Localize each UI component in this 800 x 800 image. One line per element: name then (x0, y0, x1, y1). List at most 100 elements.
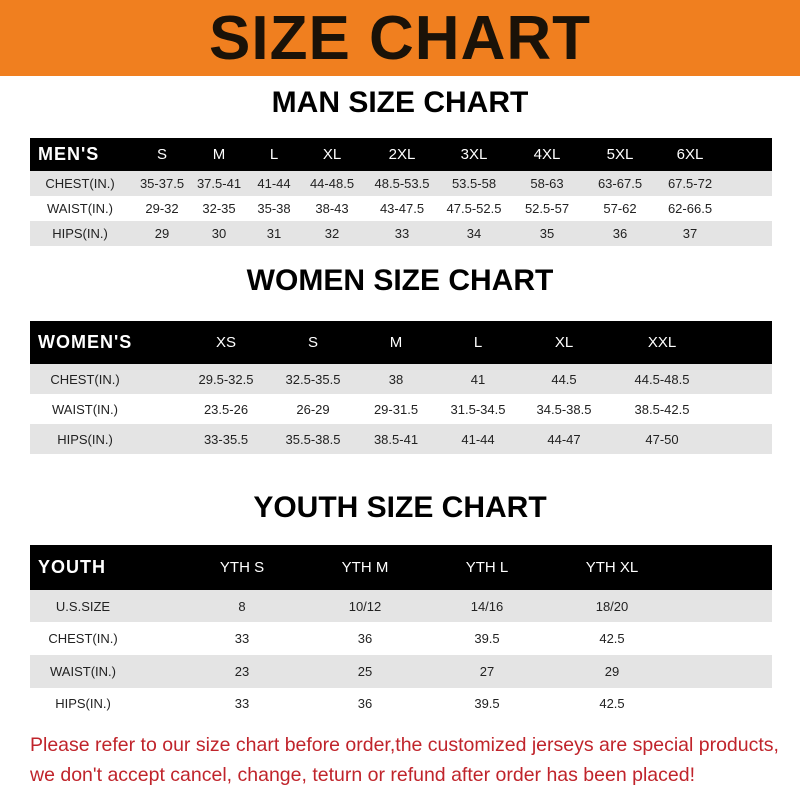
size-header-cell: 6XL (676, 146, 704, 163)
table-cell: 44-47 (547, 431, 581, 447)
table-cell: 47.5-52.5 (446, 201, 502, 216)
size-header-cell: YTH S (219, 559, 265, 576)
table-cell: 29-32 (145, 201, 179, 216)
table-cell: 39.5 (474, 696, 500, 711)
size-header-cell: 5XL (606, 146, 634, 163)
table-row: U.S.SIZE 8 10/12 14/16 18/20 (30, 590, 772, 622)
table-cell: 18/20 (595, 598, 629, 614)
size-header-cell: XXL (647, 334, 677, 351)
table-cell: 10/12 (348, 598, 382, 614)
footer-notice-line-2: we don't accept cancel, change, teturn o… (30, 764, 695, 786)
table-cell: 37 (682, 226, 698, 241)
table-cell: 25 (357, 664, 373, 679)
row-label: U.S.SIZE (55, 598, 111, 614)
table-cell: 33 (394, 226, 410, 241)
table-row: CHEST(IN.) 33 36 39.5 42.5 (30, 622, 772, 655)
table-cell: 31.5-34.5 (450, 401, 506, 417)
size-header-cell: 4XL (533, 146, 561, 163)
row-label: HIPS(IN.) (55, 696, 111, 711)
table-cell: 35 (539, 226, 555, 241)
table-cell: 57-62 (603, 201, 637, 216)
table-cell: 33-35.5 (203, 431, 249, 447)
table-cell: 47-50 (645, 431, 679, 447)
size-header-cell: L (269, 146, 279, 163)
table-cell: 8 (238, 598, 246, 614)
banner: SIZE CHART (0, 0, 800, 76)
table-row: CHEST(IN.) 35-37.5 37.5-41 41-44 44-48.5 48.5… (30, 171, 772, 196)
table-cell: 44.5 (551, 371, 577, 387)
table-cell: 34.5-38.5 (536, 401, 592, 417)
table-cell: 52.5-57 (524, 201, 570, 216)
size-header-cell: L (473, 334, 483, 351)
table-title-cell: YOUTH (38, 557, 106, 577)
table-cell: 26-29 (296, 401, 330, 417)
table-title-cell: MEN'S (38, 144, 100, 164)
table-cell: 29.5-32.5 (198, 371, 254, 387)
size-header-cell: YTH XL (585, 559, 639, 576)
table-cell: 41 (470, 371, 486, 387)
row-label: CHEST(IN.) (50, 371, 120, 387)
size-header-cell: S (156, 146, 167, 163)
table-cell: 32.5-35.5 (285, 371, 341, 387)
size-header-cell: M (389, 334, 403, 351)
table-cell: 44-48.5 (309, 176, 355, 191)
table-cell: 38.5-41 (373, 431, 419, 447)
row-label: WAIST(IN.) (47, 201, 113, 216)
size-header-cell: XL (554, 334, 574, 351)
size-header-cell: 2XL (388, 146, 416, 163)
men-size-table: MEN'S S M L XL 2XL 3XL 4XL 5XL 6XL CHEST(IN.) 35-37… (30, 138, 772, 246)
table-row: WAIST(IN.) 23.5-26 26-29 29-31.5 31.5-34.5 34… (30, 394, 772, 424)
table-header-row: MEN'S S M L XL 2XL 3XL 4XL 5XL 6XL (30, 138, 772, 171)
banner-title: SIZE CHART (209, 4, 591, 73)
table-cell: 48.5-53.5 (374, 176, 430, 191)
table-cell: 39.5 (474, 631, 500, 646)
table-header-row: YOUTH YTH S YTH M YTH L YTH XL (30, 545, 772, 590)
table-row: HIPS(IN.) 33 36 39.5 42.5 (30, 688, 772, 719)
row-label: HIPS(IN.) (52, 226, 108, 241)
table-cell: 36 (357, 631, 373, 646)
table-cell: 42.5 (599, 631, 625, 646)
row-label: CHEST(IN.) (48, 631, 118, 646)
table-cell: 33 (234, 631, 250, 646)
table-cell: 27 (479, 664, 495, 679)
table-cell: 29 (604, 664, 620, 679)
table-row: CHEST(IN.) 29.5-32.5 32.5-35.5 38 41 44.5 44.5… (30, 364, 772, 394)
table-cell: 36 (612, 226, 628, 241)
table-cell: 58-63 (530, 176, 564, 191)
table-cell: 35-38 (257, 201, 291, 216)
size-header-cell: M (212, 146, 226, 163)
table-cell: 35.5-38.5 (285, 431, 341, 447)
table-cell: 38.5-42.5 (634, 401, 690, 417)
table-cell: 38 (388, 371, 404, 387)
size-header-cell: YTH M (341, 559, 389, 576)
row-label: CHEST(IN.) (45, 176, 115, 191)
footer-notice-line-1: Please refer to our size chart before or… (30, 734, 779, 756)
men-section-title: MAN SIZE CHART (271, 86, 529, 119)
table-row: HIPS(IN.) 33-35.5 35.5-38.5 38.5-41 41-44 44-… (30, 424, 772, 454)
size-header-cell: 3XL (460, 146, 488, 163)
table-cell: 42.5 (599, 696, 625, 711)
youth-size-table: YOUTH YTH S YTH M YTH L YTH XL U.S.SIZE 8 10/12… (30, 545, 772, 719)
table-cell: 38-43 (315, 201, 349, 216)
size-header-cell: XS (215, 334, 236, 351)
table-cell: 62-66.5 (667, 201, 713, 216)
table-header-row: WOMEN'S XS S M L XL XXL (30, 321, 772, 364)
table-cell: 43-47.5 (379, 201, 425, 216)
table-cell: 30 (211, 226, 227, 241)
row-label: WAIST(IN.) (52, 401, 118, 417)
table-cell: 32 (324, 226, 340, 241)
table-cell: 14/16 (470, 598, 504, 614)
table-cell: 37.5-41 (196, 176, 242, 191)
women-size-table: WOMEN'S XS S M L XL XXL CHEST(IN.) 29.5-32.5 32.5… (30, 321, 772, 454)
table-cell: 29 (154, 226, 170, 241)
table-cell: 67.5-72 (667, 176, 713, 191)
table-cell: 53.5-58 (451, 176, 497, 191)
table-cell: 41-44 (461, 431, 495, 447)
table-row: HIPS(IN.) 29 30 31 32 33 34 35 36 37 (30, 221, 772, 246)
table-title-cell: WOMEN'S (38, 332, 133, 352)
table-cell: 63-67.5 (597, 176, 643, 191)
table-cell: 34 (466, 226, 482, 241)
table-cell: 36 (357, 696, 373, 711)
table-cell: 29-31.5 (373, 401, 419, 417)
youth-section-title: YOUTH SIZE CHART (253, 491, 547, 524)
